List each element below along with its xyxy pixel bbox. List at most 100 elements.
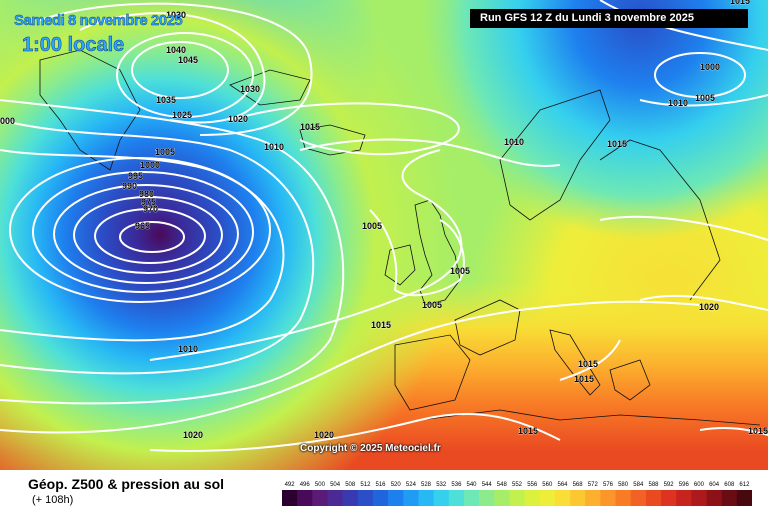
isobar-985 [32,171,254,293]
scale-swatch [418,490,434,506]
scale-tick-label: 580 [618,482,629,488]
scale-tick-label: 592 [664,482,675,488]
scale-swatch [494,490,510,506]
scale-tick-label: 552 [512,482,523,488]
scale-tick-label: 496 [300,482,311,488]
isobar-1035 [79,12,266,124]
scale-swatch [282,490,298,506]
scale-swatch [342,490,359,506]
scale-tick-label: 520 [391,482,402,488]
scale-swatch [539,490,556,506]
color-scale: 492 496 500 504 508 512 516 520 524 528 532 536 540 5… [282,482,752,506]
isobar-1010 [149,149,463,361]
scale-swatch [691,490,707,506]
isobar-label: 1005 [695,93,715,103]
isobar-label: 1020 [314,430,334,440]
scale-tick-label: 540 [466,482,477,488]
isobar-label: 1020 [699,302,719,312]
scale-swatch [388,490,404,506]
coast-iberia [394,334,471,411]
scale-swatch [721,490,738,506]
isobar-labels: 1030 1040 1045 1030 1035 1025 1020 1015 … [0,0,768,440]
isobar-label: 1015 [300,122,320,132]
scale-tick-label: 588 [648,482,659,488]
scale-swatch [403,490,419,506]
scale-tick-label: 584 [633,482,644,488]
isobar-980 [53,184,239,284]
isobar-label: 1015 [578,359,598,369]
scale-swatch [524,490,541,506]
isobar-label: 1015 [730,0,750,6]
isobar-label: 1015 [518,426,538,436]
isobar-label: 1040 [166,45,186,55]
scale-swatch [615,490,631,506]
scale-tick-label: 492 [285,482,296,488]
coast-eastern-europe [599,139,721,301]
isobar-1005-north [639,94,768,107]
isobar-label: 975 [141,197,156,207]
scale-tick-label: 568 [573,482,584,488]
scale-tick-label: 532 [436,482,447,488]
isobar-1015-east [599,215,768,241]
isobar-1020-north [229,102,460,156]
scale-tick-label: 548 [497,482,508,488]
isobar-label: 1015 [371,320,391,330]
scale-tick-label: 608 [724,482,735,488]
scale-tick-label: 536 [451,482,462,488]
scale-tick-label: 572 [588,482,599,488]
isobar-label: 970 [143,204,158,214]
scale-tick-label: 556 [527,482,538,488]
scale-swatch [554,490,571,506]
scale-tick-label: 508 [345,482,356,488]
scale-swatch [509,490,525,506]
isobar-1020-east [639,294,768,311]
scale-tick-label: 600 [694,482,705,488]
scale-swatch [645,490,662,506]
scale-tick-label: 512 [360,482,371,488]
isobar-1015 [0,300,701,434]
isobar-label: 1000 [140,160,160,170]
scale-swatch [327,490,343,506]
isobar-1030 [39,2,313,136]
isobar-label: 965 [135,221,150,231]
isobar-1015-se [699,426,768,436]
scale-tick-label: 516 [375,482,386,488]
scale-swatch [706,490,722,506]
isobar-1005 [0,99,345,405]
isobars [0,0,768,452]
coast-north-africa [419,409,761,426]
isobar-label: 1020 [228,114,248,124]
isobar-1045 [131,41,229,99]
coast-italy [549,329,601,396]
isobar-1015-italy [559,339,621,381]
scale-tick-label: 560 [542,482,553,488]
isobar-label: 1035 [156,95,176,105]
scale-swatch [736,490,752,506]
copyright-notice: Copyright © 2025 Meteociel.fr [300,443,441,454]
coast-ireland [384,244,416,286]
run-info: Run GFS 12 Z du Lundi 3 novembre 2025 [470,9,748,28]
isobar-label: 1020 [183,430,203,440]
weather-map: 1030 1040 1045 1030 1035 1025 1020 1015 … [0,0,768,470]
isobar-1005-uk [369,209,465,297]
scale-tick-label: 604 [709,482,720,488]
scale-tick-label: 596 [679,482,690,488]
isobar-label: 980 [139,189,154,199]
forecast-date: Samedi 8 novembre 2025 [14,12,183,29]
scale-tick-label: 504 [330,482,341,488]
coast-great-britain [414,199,461,306]
isobar-1040 [116,32,254,118]
scale-swatch [585,490,601,506]
isobar-1000-north [654,52,746,98]
forecast-time: 1:00 locale [22,34,125,57]
coast-greenland [39,49,141,171]
field-atlantic-low [0,0,768,470]
scale-tick-label: 528 [421,482,432,488]
isobar-970 [94,208,206,264]
isobar-label: 1010 [668,98,688,108]
isobar-965 [119,221,185,253]
coast-greece [609,359,651,401]
scale-swatch [312,490,328,506]
scale-swatch [448,490,465,506]
